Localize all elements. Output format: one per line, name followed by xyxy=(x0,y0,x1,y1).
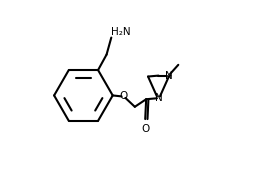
Text: O: O xyxy=(142,124,150,134)
Text: O: O xyxy=(119,91,127,101)
Text: H₂N: H₂N xyxy=(111,27,131,37)
Text: N: N xyxy=(155,93,162,103)
Text: N: N xyxy=(165,71,173,81)
